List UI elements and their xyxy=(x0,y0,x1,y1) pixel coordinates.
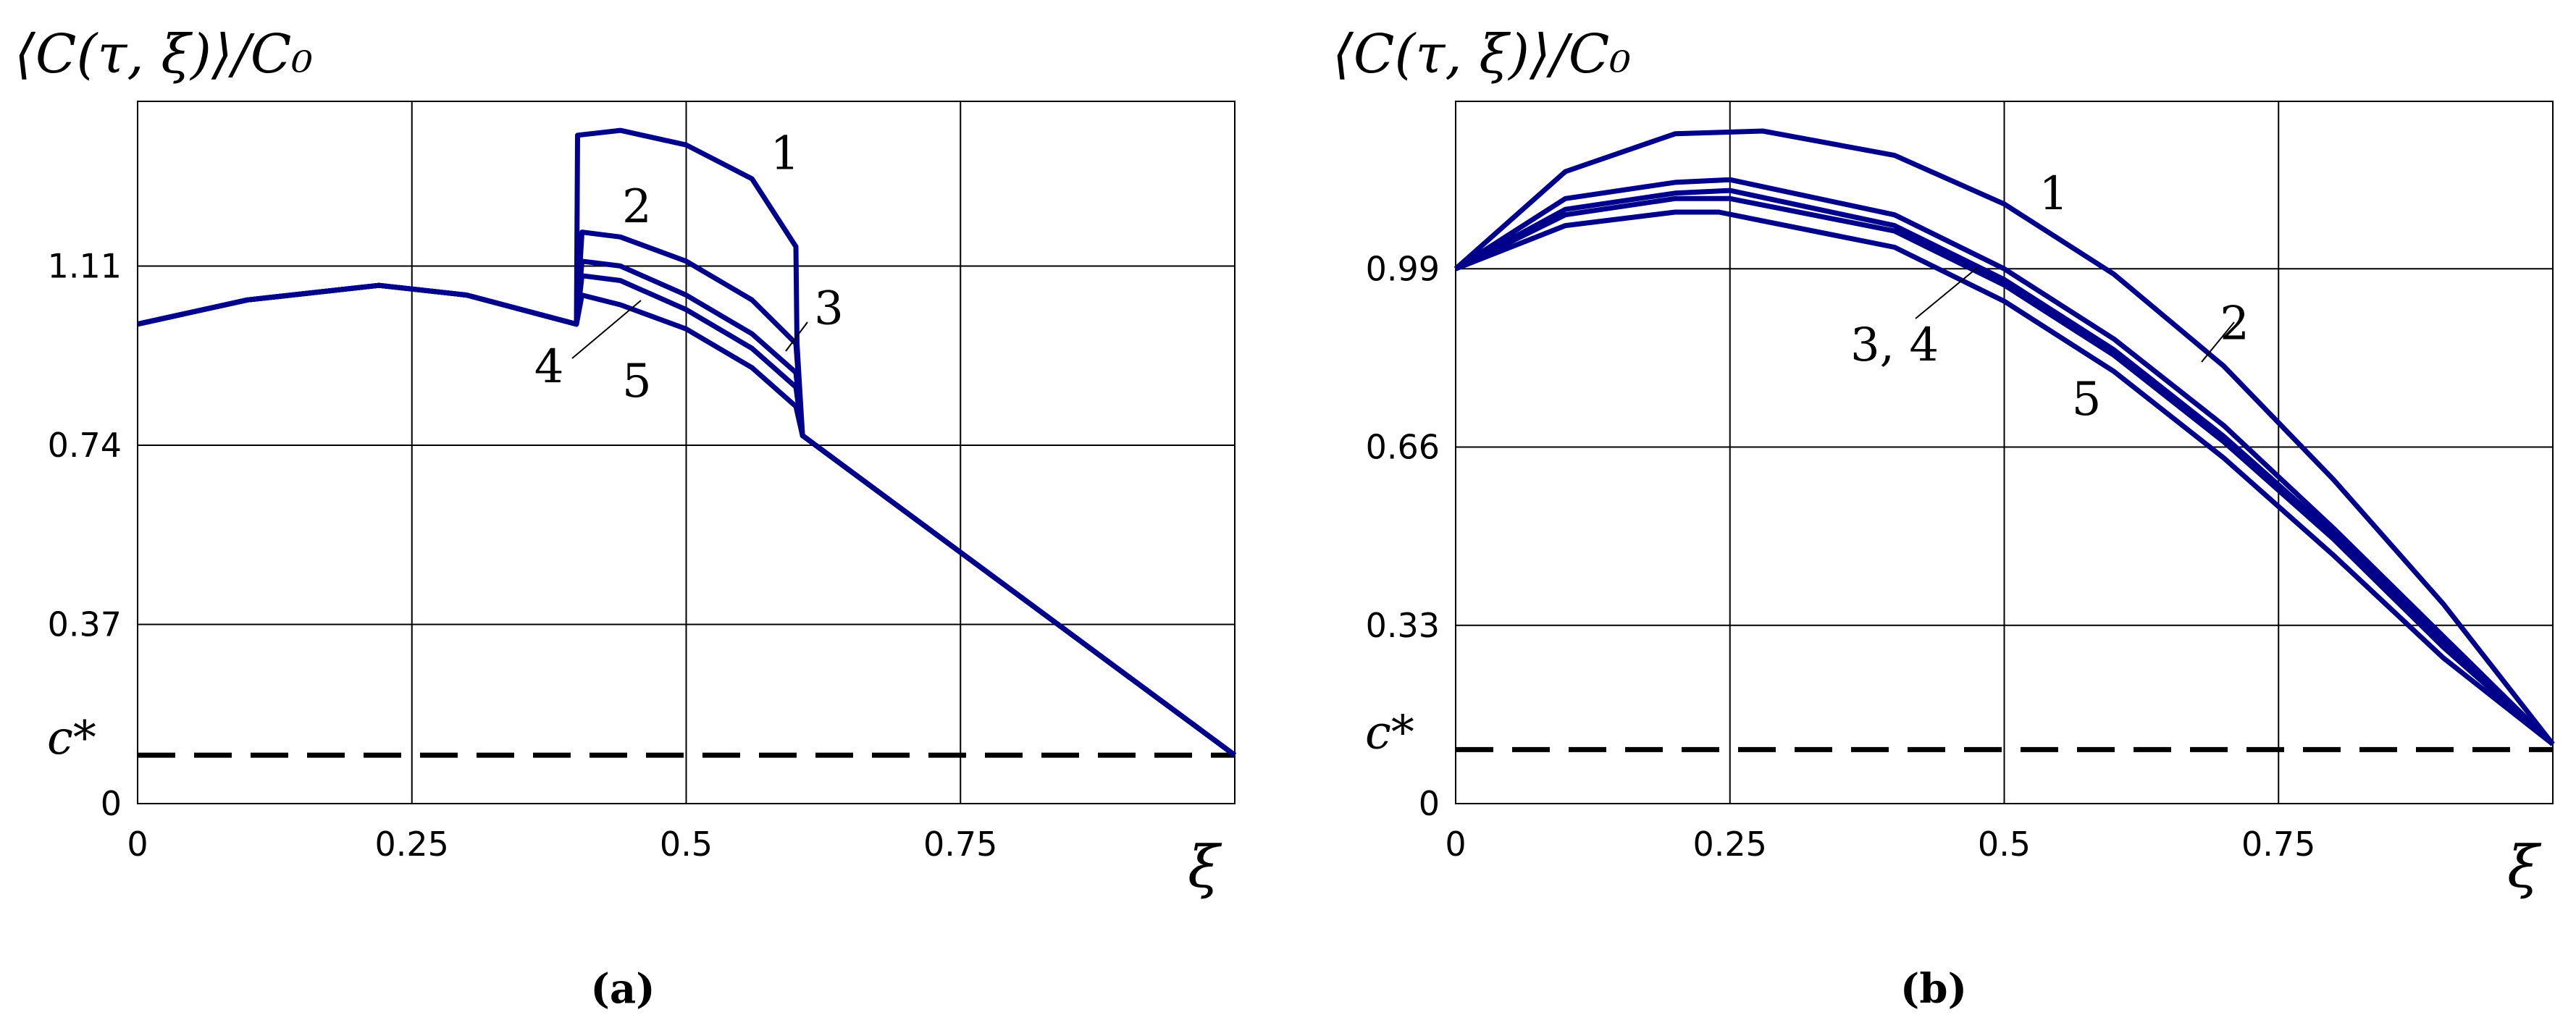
series-line-5 xyxy=(1454,209,2555,746)
curve-labels-b: 1 2 3, 4 5 xyxy=(1850,167,2249,426)
threshold-label-b: c* xyxy=(1365,706,1414,759)
series-line-1 xyxy=(1453,128,2555,746)
series-line-3 xyxy=(1454,188,2555,746)
x-ticks-b: 0 0.25 0.5 0.75 xyxy=(1445,825,2315,864)
curve-label: 4 xyxy=(534,340,564,394)
curve-label: 5 xyxy=(622,355,652,408)
y-tick-label: 0.66 xyxy=(1366,428,1440,467)
y-tick-label: 0.37 xyxy=(48,605,122,644)
curve-label: 1 xyxy=(2039,167,2068,221)
curve-label: 1 xyxy=(770,127,800,181)
x-tick-label: 0.5 xyxy=(660,825,713,864)
threshold-label-a: c* xyxy=(47,712,96,765)
leader-lines-a xyxy=(571,300,808,359)
curve-label: 2 xyxy=(2220,297,2249,350)
series-line-2 xyxy=(1454,177,2555,746)
y-axis-label-b: ⟨C(τ, ξ)⟩/C₀ xyxy=(1333,23,1631,85)
y-axis-label-a: ⟨C(τ, ξ)⟩/C₀ xyxy=(14,23,313,85)
y-ticks-b: 0 0.33 0.66 0.99 xyxy=(1366,249,1440,823)
x-tick-label: 0.75 xyxy=(923,825,997,864)
x-tick-label: 0 xyxy=(127,825,148,864)
x-tick-label: 0 xyxy=(1445,825,1466,864)
curve-labels-a: 1 2 3 4 5 xyxy=(534,127,844,408)
curve-label: 3 xyxy=(814,282,844,336)
series-group-a xyxy=(137,127,1237,757)
grid-a xyxy=(138,101,1235,804)
curve-label: 5 xyxy=(2072,373,2102,426)
y-tick-label: 0.99 xyxy=(1366,249,1440,288)
leader-line-a-4 xyxy=(571,300,642,359)
x-tick-label: 0.5 xyxy=(1978,825,2031,864)
x-tick-label: 0.25 xyxy=(1693,825,1767,864)
x-axis-label-b: ξ xyxy=(2507,833,2542,901)
x-tick-label: 0.25 xyxy=(375,825,449,864)
leader-line-b-34 xyxy=(1915,267,1978,319)
y-tick-label: 0 xyxy=(101,784,122,823)
x-tick-label: 0.75 xyxy=(2241,825,2315,864)
chart-panel-b: 0 0.33 0.66 0.99 0 0.25 0.5 0.75 c* 1 2 3, 4 5 ⟨C… xyxy=(1333,23,2555,1013)
x-ticks-a: 0 0.25 0.5 0.75 xyxy=(127,825,997,864)
curve-label: 3, 4 xyxy=(1850,319,1939,372)
leader-line-b-2 xyxy=(2201,321,2235,363)
series-line-4 xyxy=(1454,195,2555,746)
panel-label-b: (b) xyxy=(1900,965,1967,1013)
chart-panel-a: 0 0.37 0.74 1.11 0 0.25 0.5 0.75 c* 1 2 3 4 5 ⟨C(τ… xyxy=(14,23,1237,1013)
y-tick-label: 1.11 xyxy=(48,246,122,285)
series-line-5 xyxy=(137,282,1237,757)
x-axis-label-a: ξ xyxy=(1188,833,1222,901)
panel-label-a: (a) xyxy=(590,965,655,1013)
curve-label: 2 xyxy=(622,180,652,234)
y-tick-label: 0 xyxy=(1419,784,1440,823)
y-tick-label: 0.33 xyxy=(1366,606,1440,645)
leader-lines-b xyxy=(1915,267,2235,363)
leader-line-a-3 xyxy=(785,321,808,352)
series-group-b xyxy=(1453,128,2555,746)
y-tick-label: 0.74 xyxy=(48,426,122,465)
y-ticks-a: 0 0.37 0.74 1.11 xyxy=(48,246,122,823)
